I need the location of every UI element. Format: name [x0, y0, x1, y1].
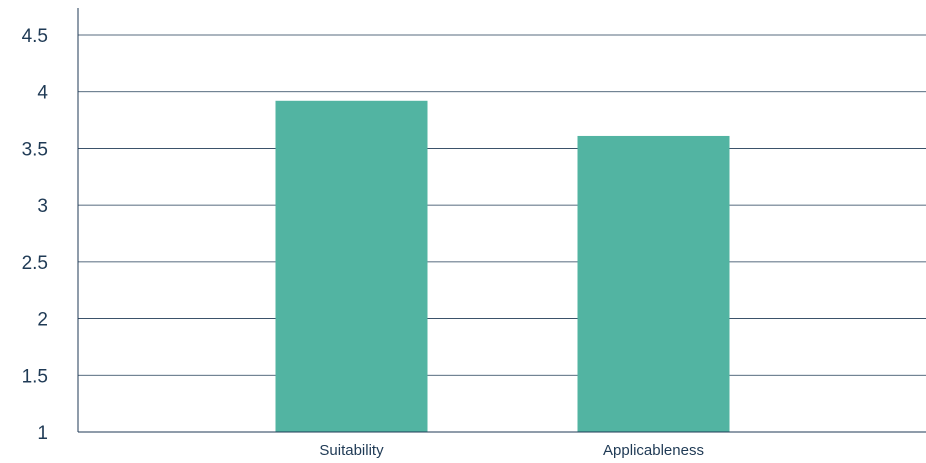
y-tick-label: 3: [37, 196, 48, 217]
x-tick-labels: Suitability Applicableness: [319, 442, 704, 459]
bars: [275, 100, 730, 433]
y-tick-label: 3.5: [22, 139, 48, 160]
y-tick-label: 1: [37, 423, 48, 444]
y-tick-labels: 1 1.5 2 2.5 3 3.5 4 4.5: [22, 26, 49, 444]
x-tick-label: Applicableness: [603, 442, 704, 459]
y-tick-label: 4: [37, 83, 48, 104]
bar-suitability: [275, 100, 428, 432]
y-tick-label: 1.5: [22, 366, 48, 387]
x-tick-label: Suitability: [319, 442, 384, 459]
gridlines: [78, 34, 926, 376]
y-tick-label: 2.5: [22, 253, 48, 274]
y-tick-label: 4.5: [22, 26, 48, 47]
bar-applicableness: [577, 135, 730, 433]
y-tick-label: 2: [37, 310, 48, 331]
